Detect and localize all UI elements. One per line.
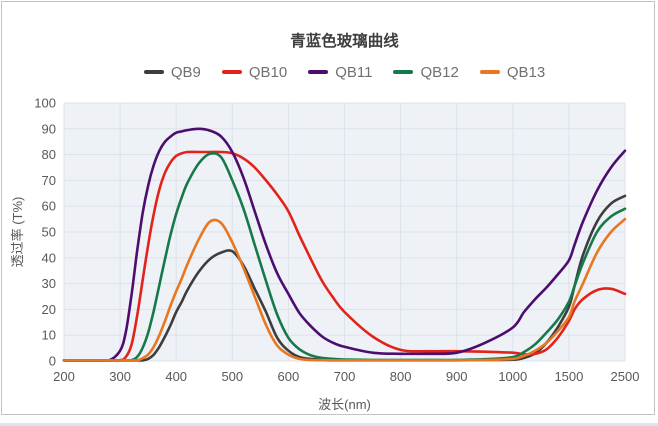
legend-label: QB11 [335, 63, 373, 81]
series-line-QB11 [62, 127, 627, 362]
x-tick-label: 900 [446, 369, 468, 384]
x-tick-label: 2500 [611, 369, 640, 384]
series-line-QB9 [62, 194, 627, 362]
legend: QB9 QB10 QB11 QB12 QB13 [64, 62, 625, 82]
bottom-strip [0, 423, 658, 426]
series-line-QB13 [62, 217, 627, 362]
x-tick-label: 600 [278, 369, 300, 384]
y-tick-label: 20 [42, 302, 56, 317]
x-axis-title: 波长(nm) [318, 397, 371, 412]
legend-swatch-QB11 [308, 70, 329, 74]
legend-item-QB10[interactable]: QB10 [221, 63, 288, 81]
x-tick-label: 1000 [498, 369, 527, 384]
legend-label: QB9 [170, 63, 201, 81]
x-tick-label: 400 [165, 369, 187, 384]
legend-item-QB12[interactable]: QB12 [393, 63, 459, 81]
y-axis-title: 透过率 (T%) [10, 196, 25, 268]
legend-item-QB13[interactable]: QB13 [479, 63, 546, 81]
y-tick-label: 80 [42, 147, 56, 162]
x-tick-label: 500 [221, 369, 243, 384]
legend-item-QB11[interactable]: QB11 [308, 65, 372, 80]
legend-swatch-QB9 [143, 70, 164, 74]
series-line-QB10 [62, 150, 627, 362]
legend-swatch-QB10 [221, 70, 242, 74]
y-tick-label: 60 [42, 199, 56, 214]
y-tick-label: 10 [42, 328, 56, 343]
legend-label: QB10 [248, 63, 288, 81]
y-tick-label: 40 [42, 250, 56, 265]
x-tick-label: 700 [334, 369, 356, 384]
legend-swatch-QB13 [479, 70, 500, 74]
x-tick-label: 800 [390, 369, 412, 384]
y-tick-label: 30 [42, 276, 56, 291]
y-tick-label: 0 [49, 354, 56, 369]
legend-item-QB9[interactable]: QB9 [143, 63, 201, 81]
series-line-QB12 [62, 151, 627, 362]
y-tick-label: 90 [42, 121, 56, 136]
x-tick-label: 200 [53, 369, 75, 384]
x-tick-label: 1500 [554, 369, 583, 384]
legend-label: QB13 [506, 63, 546, 81]
legend-label: QB12 [420, 63, 459, 81]
y-tick-label: 70 [42, 173, 56, 188]
legend-swatch-QB12 [393, 70, 414, 74]
chart-title: 青蓝色玻璃曲线 [290, 33, 399, 50]
x-tick-label: 300 [109, 369, 131, 384]
y-tick-label: 100 [34, 96, 56, 111]
y-tick-label: 50 [42, 225, 56, 240]
